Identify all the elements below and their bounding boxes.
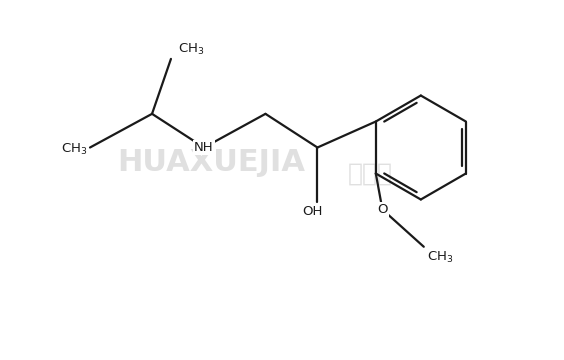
Text: HUAXUEJIA: HUAXUEJIA bbox=[117, 148, 305, 177]
Text: OH: OH bbox=[302, 206, 323, 219]
Text: CH$_3$: CH$_3$ bbox=[427, 250, 453, 265]
Text: CH$_3$: CH$_3$ bbox=[60, 142, 87, 157]
Text: 化学加: 化学加 bbox=[348, 162, 393, 186]
Text: CH$_3$: CH$_3$ bbox=[178, 41, 205, 57]
Text: O: O bbox=[377, 203, 387, 216]
Text: NH: NH bbox=[194, 141, 214, 154]
